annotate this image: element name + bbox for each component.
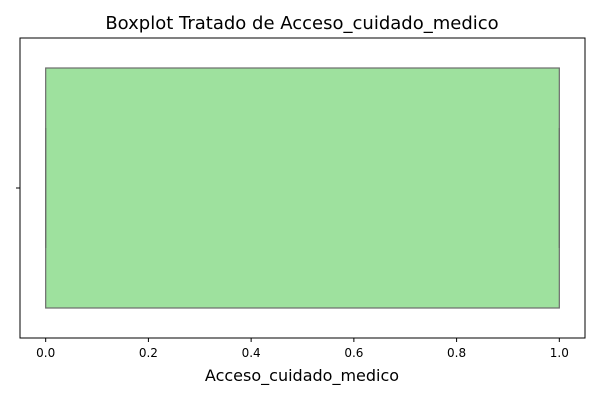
x-tick-label: 0.8 — [447, 346, 466, 360]
x-tick-label: 0.0 — [36, 346, 55, 360]
box-iqr — [45, 67, 560, 309]
x-tick-label: 0.2 — [139, 346, 158, 360]
x-tick-label: 1.0 — [550, 346, 569, 360]
box-layer — [45, 67, 560, 309]
chart-title: Boxplot Tratado de Acceso_cuidado_medico — [105, 13, 498, 34]
x-axis-ticks: 0.0 0.2 0.4 0.6 0.8 1.0 — [36, 338, 569, 360]
x-tick-label: 0.6 — [344, 346, 363, 360]
x-axis-label: Acceso_cuidado_medico — [205, 366, 399, 386]
x-tick-label: 0.4 — [242, 346, 261, 360]
